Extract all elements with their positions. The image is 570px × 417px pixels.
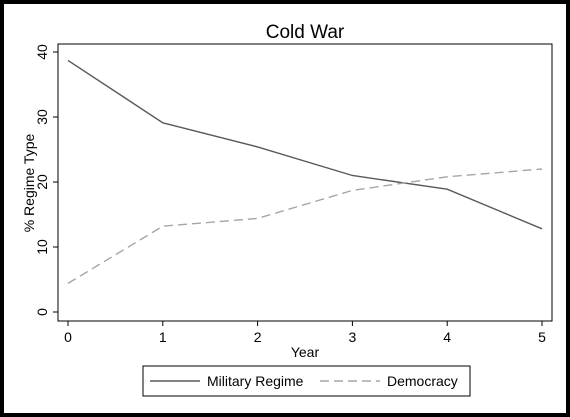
x-tick-label: 4 [443, 329, 451, 345]
legend: Military Regime Democracy [142, 365, 471, 397]
legend-label-democracy: Democracy [387, 373, 458, 389]
x-axis: 0 1 2 3 4 5 [64, 321, 546, 345]
x-axis-label: Year [291, 344, 320, 360]
series-line-democracy [67, 168, 543, 284]
x-tick-label: 0 [64, 329, 72, 345]
legend-label-military-regime: Military Regime [207, 373, 304, 389]
y-tick-label: 10 [34, 239, 50, 255]
x-tick-label: 5 [538, 329, 546, 345]
x-tick-label: 1 [159, 329, 167, 345]
y-axis: 0 10 20 30 40 [34, 44, 58, 316]
y-tick-label: 20 [34, 174, 50, 190]
y-axis-label: % Regime Type [21, 134, 37, 233]
plot-area [57, 43, 553, 322]
x-tick-label: 3 [349, 329, 357, 345]
series-layer [67, 59, 543, 284]
chart-title: Cold War [266, 22, 345, 43]
series-line-military-regime [67, 59, 543, 230]
y-tick-label: 30 [34, 109, 50, 125]
y-tick-label: 0 [34, 308, 50, 316]
x-tick-label: 2 [254, 329, 262, 345]
y-tick-label: 40 [34, 44, 50, 60]
